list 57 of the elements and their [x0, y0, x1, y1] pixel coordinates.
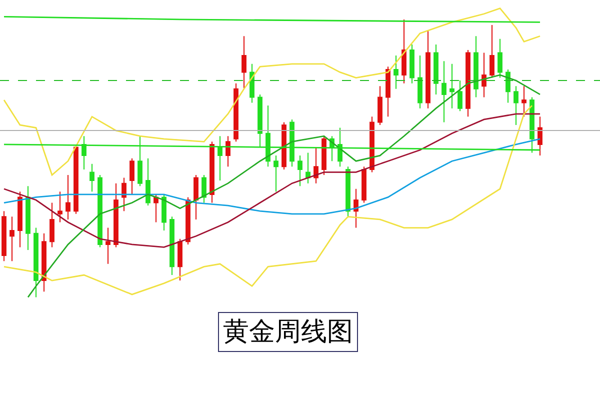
- candlestick: [186, 196, 190, 245]
- candlestick: [58, 191, 62, 223]
- candlestick: [306, 152, 310, 184]
- candlestick: [482, 52, 486, 98]
- candlestick: [98, 174, 102, 248]
- candlestick: [298, 155, 302, 187]
- candlestick: [378, 86, 382, 126]
- candlestick: [66, 174, 70, 220]
- candlestick: [474, 36, 478, 98]
- candlestick: [402, 18, 406, 84]
- candlestick: [18, 191, 22, 248]
- candlestick: [210, 141, 214, 204]
- candlestick: [90, 163, 94, 192]
- candlestick: [386, 66, 390, 118]
- candlestick: [498, 38, 502, 78]
- candlestick: [514, 86, 518, 126]
- candlestick: [538, 116, 542, 156]
- candlestick: [274, 155, 278, 192]
- candlestick: [418, 55, 422, 109]
- candlestick: [226, 136, 230, 168]
- candlestick: [442, 60, 446, 123]
- candlestick: [426, 30, 430, 109]
- candlestick: [362, 166, 366, 204]
- candlestick: [10, 216, 14, 262]
- candlestick: [434, 44, 438, 95]
- candlestick: [314, 146, 318, 184]
- candlestick: [394, 55, 398, 90]
- candlestick: [74, 144, 78, 214]
- candlestick: [202, 174, 206, 204]
- candlestick: [106, 227, 110, 264]
- candlestick: [26, 186, 30, 250]
- candlestick: [450, 63, 454, 109]
- candlestick: [2, 210, 6, 262]
- candlestick: [322, 136, 326, 176]
- text: 黄金周线图: [223, 317, 353, 347]
- candlestick: [522, 86, 526, 118]
- candlestick: [458, 80, 462, 112]
- candlestick: [50, 202, 54, 248]
- candlestick: [42, 232, 46, 292]
- candlestick: [466, 50, 470, 118]
- candlestick: [114, 182, 118, 248]
- candlestick: [410, 44, 414, 84]
- candlestick: [178, 238, 182, 282]
- candlestick: [170, 216, 174, 276]
- candlestick: [146, 158, 150, 206]
- candlestick: [162, 194, 166, 232]
- candlestick: [194, 174, 198, 220]
- candlestick: [130, 158, 134, 195]
- candlestick: [490, 24, 494, 78]
- candlestick: [154, 194, 158, 223]
- candlestick: [346, 166, 350, 218]
- candlestick: [282, 122, 286, 170]
- candlestick: [354, 188, 358, 228]
- candlestick: [34, 227, 38, 298]
- candlestick: [234, 82, 238, 142]
- candlestick: [242, 36, 246, 90]
- candlestick: [122, 177, 126, 212]
